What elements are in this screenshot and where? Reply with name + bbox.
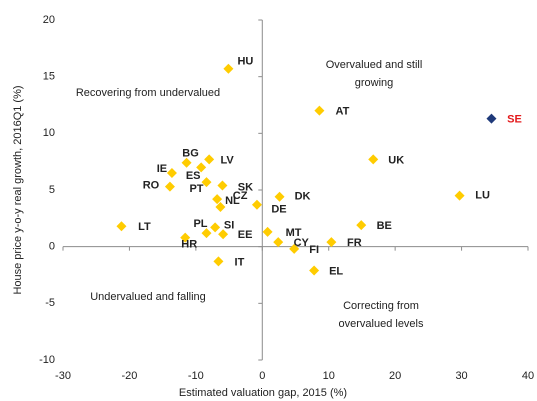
point: [356, 220, 367, 231]
x-tick-label: -30: [55, 370, 71, 382]
point-label: UK: [388, 154, 404, 166]
annotation: Recovering from undervalued: [76, 87, 220, 99]
x-tick-label: 30: [455, 370, 467, 382]
x-tick-label: -10: [188, 370, 204, 382]
point-label: CY: [294, 237, 310, 249]
point: [213, 256, 224, 267]
y-tick-label: 0: [49, 241, 55, 253]
y-tick-label: -5: [45, 297, 55, 309]
y-tick-label: 5: [49, 184, 55, 196]
point-label: FI: [309, 244, 319, 256]
point-label: FR: [347, 237, 362, 249]
point-label: CZ: [233, 190, 248, 202]
point: [218, 229, 229, 240]
point: [212, 194, 223, 205]
point-label: IE: [157, 163, 167, 175]
x-tick-label: 20: [389, 370, 401, 382]
point-label: DK: [295, 191, 311, 203]
y-tick-label: 20: [43, 14, 55, 26]
point-label: RO: [143, 180, 160, 192]
point-label: LT: [138, 221, 151, 233]
point: [181, 157, 192, 168]
x-tick-label: 0: [259, 370, 265, 382]
point-label: BE: [377, 220, 392, 232]
point: [309, 265, 320, 276]
annotation: Undervalued and falling: [90, 291, 206, 303]
x-tick-label: 40: [522, 370, 534, 382]
point-label: DE: [271, 204, 286, 216]
point: [166, 168, 177, 178]
point: [289, 243, 300, 254]
point-label: SI: [224, 219, 234, 231]
point-label: SK: [238, 181, 253, 193]
point: [273, 237, 284, 248]
y-tick-label: 10: [43, 127, 55, 139]
point-label: NL: [225, 195, 240, 207]
point-label: AT: [335, 106, 349, 118]
point: [180, 232, 191, 243]
point-label: LV: [221, 154, 235, 166]
point: [223, 63, 234, 74]
x-tick-label: 10: [323, 370, 335, 382]
point: [217, 180, 228, 191]
point: [314, 105, 325, 116]
point-label: HR: [181, 239, 197, 251]
annotation: Correcting from: [343, 300, 419, 312]
point: [454, 190, 465, 201]
point: [116, 221, 127, 232]
point: [204, 154, 215, 165]
point: [262, 226, 273, 237]
y-tick-label: 15: [43, 71, 55, 83]
point: [201, 177, 212, 188]
point: [210, 222, 221, 233]
point: [196, 162, 207, 173]
point-label: EE: [238, 229, 253, 241]
x-axis-title: Estimated valuation gap, 2015 (%): [179, 387, 347, 399]
point-label: PL: [193, 218, 207, 230]
point-label: EL: [329, 265, 343, 277]
point-label: ES: [186, 170, 201, 182]
point: [486, 113, 497, 124]
point: [164, 181, 175, 192]
x-tick-label: -20: [121, 370, 137, 382]
point-label: IT: [235, 256, 245, 268]
point-label: HU: [237, 56, 253, 68]
annotation: growing: [355, 77, 394, 89]
y-axis-title: House price y-o-y real growth, 2016Q1 (%…: [12, 85, 24, 294]
point: [274, 191, 285, 202]
point-label: PT: [189, 183, 203, 195]
point-label: LU: [475, 190, 490, 202]
point: [368, 154, 379, 165]
point: [326, 237, 337, 248]
y-tick-label: -10: [39, 354, 55, 366]
annotation: overvalued levels: [339, 318, 424, 330]
annotation: Overvalued and still: [326, 59, 423, 71]
point: [251, 199, 262, 210]
point: [201, 228, 212, 239]
point: [215, 202, 226, 212]
point-label: BG: [182, 148, 199, 160]
point-label: SE: [507, 114, 522, 126]
point-label: MT: [286, 227, 302, 239]
